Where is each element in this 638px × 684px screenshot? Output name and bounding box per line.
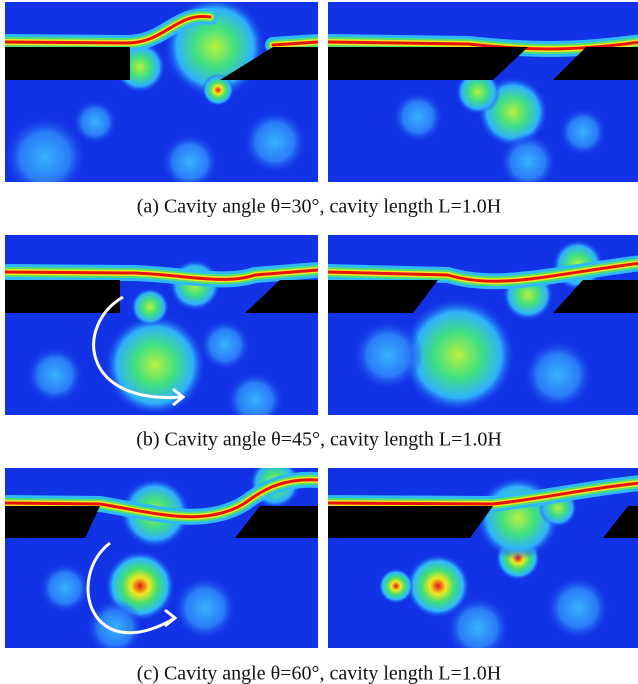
contour-panel (328, 468, 638, 648)
shear-layer (328, 481, 638, 506)
contour-panel (5, 468, 318, 648)
vortex (546, 576, 610, 640)
arrow-head (164, 608, 178, 628)
shear-layer (5, 478, 318, 519)
contour-panel (328, 235, 638, 415)
vortex (522, 339, 594, 411)
vortex (161, 133, 219, 182)
wall-block (235, 506, 318, 538)
vortex (103, 313, 207, 415)
contour-panel (328, 2, 638, 182)
vortex (400, 297, 516, 413)
vortex (26, 346, 84, 404)
vortex (226, 371, 284, 415)
wall-block (553, 47, 638, 80)
shear-layer (328, 261, 638, 283)
vortex (499, 133, 557, 182)
caption: (b) Cavity angle θ=45°, cavity length L=… (136, 429, 502, 451)
wall-block (5, 47, 130, 80)
vortex (202, 74, 234, 106)
wall-block (245, 280, 318, 313)
vortex (378, 568, 414, 604)
wall-block (328, 47, 528, 80)
wall-block (553, 280, 638, 313)
rotation-arrow (92, 295, 184, 400)
rotation-arrow (86, 541, 176, 635)
vortex (352, 319, 424, 391)
wall-block (328, 506, 493, 538)
vortex (72, 99, 118, 145)
wall-block (328, 280, 438, 313)
arrow-head (172, 387, 186, 407)
shear-layer (271, 40, 318, 47)
vortex (173, 576, 237, 640)
vortex (5, 115, 87, 182)
vortex (406, 554, 470, 618)
vortex (455, 69, 501, 115)
contour-panel (5, 2, 318, 182)
shear-layer (5, 15, 212, 45)
caption: (a) Cavity angle θ=30°, cavity length L=… (137, 196, 502, 218)
shear-layer (5, 268, 318, 281)
caption: (c) Cavity angle θ=60°, cavity length L=… (137, 663, 502, 684)
shear-layer (328, 40, 638, 51)
vortex (446, 596, 510, 648)
vortex (559, 108, 607, 156)
wall-block (220, 47, 318, 80)
wall-block (5, 280, 120, 313)
wall-block (603, 506, 638, 538)
wall-block (5, 506, 100, 538)
vortex (243, 110, 307, 174)
contour-panel (5, 235, 318, 415)
vortex (199, 319, 251, 371)
vortex (86, 599, 144, 648)
vortex (392, 91, 444, 143)
vortex (39, 562, 91, 614)
vortex (130, 287, 170, 327)
